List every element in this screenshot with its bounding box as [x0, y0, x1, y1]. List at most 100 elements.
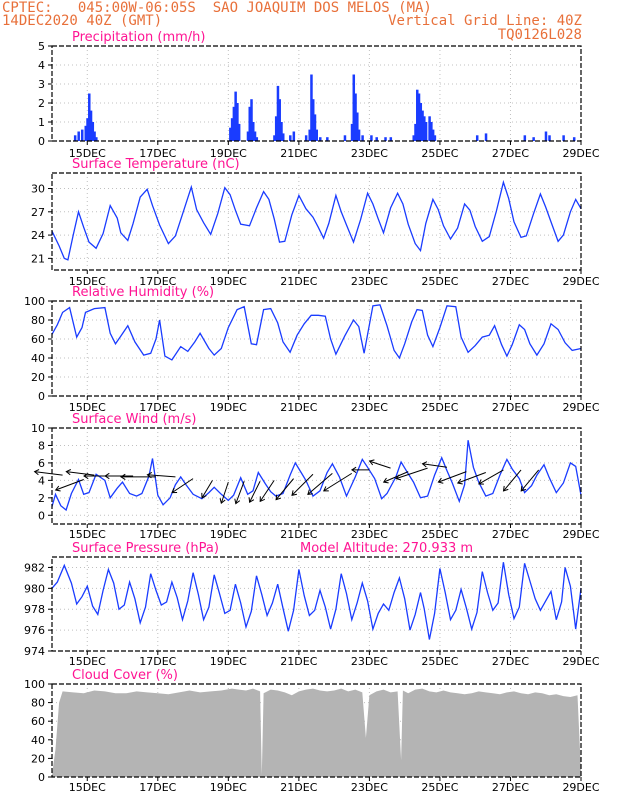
precip-bar — [313, 114, 317, 141]
precip-bar — [232, 106, 236, 141]
y-tick-label: 8 — [38, 439, 45, 452]
wind-vector — [383, 471, 409, 483]
precip-bar — [250, 99, 253, 141]
x-tick-label: 27DEC — [492, 401, 529, 414]
y-tick-label: 6 — [38, 457, 45, 470]
precip-bar — [343, 135, 347, 141]
x-tick-label: 23DEC — [351, 655, 388, 668]
precip-bar — [73, 135, 77, 141]
precip-bar — [252, 122, 255, 141]
panel-frame — [51, 300, 582, 397]
header-datetime: 14DEC2020 40Z (GMT) — [2, 13, 163, 29]
x-tick-label: 25DEC — [421, 528, 458, 541]
x-tick-label: 21DEC — [280, 528, 317, 541]
precip-bar — [350, 123, 354, 141]
x-tick-label: 29DEC — [562, 655, 599, 668]
precip-bar — [80, 129, 84, 141]
y-tick-label: 60 — [31, 333, 45, 346]
wind-vector — [438, 471, 467, 483]
wind-vector-head — [65, 469, 72, 476]
wind-vector-head — [520, 485, 527, 492]
wind-vector-head — [33, 469, 40, 476]
precip-bar — [229, 127, 232, 141]
precip-bar — [532, 137, 535, 141]
precip-bar — [308, 129, 311, 141]
x-tick-label: 23DEC — [351, 275, 388, 288]
x-tick-label: 21DEC — [280, 781, 317, 794]
precip-bar — [484, 133, 488, 141]
y-tick-label: 2 — [38, 97, 45, 110]
y-tick-label: 2 — [38, 492, 45, 505]
y-tick-label: 978 — [24, 603, 45, 616]
wind-vector-head — [437, 477, 444, 484]
wind-vector-head — [350, 466, 357, 474]
precip-bar — [86, 118, 89, 141]
x-tick-label: 25DEC — [421, 655, 458, 668]
x-tick-label: 19DEC — [210, 528, 247, 541]
x-tick-label: 17DEC — [139, 275, 176, 288]
precip-bar — [375, 137, 378, 141]
cloud-cover-area — [52, 688, 581, 777]
wind-vector — [395, 467, 428, 480]
x-tick-label: 15DEC — [69, 655, 106, 668]
panel-title: Precipitation (mm/h) — [72, 30, 205, 45]
precip-bar — [389, 137, 393, 141]
wind-vector-head — [259, 496, 266, 503]
x-tick-label: 17DEC — [139, 655, 176, 668]
x-tick-label: 21DEC — [280, 275, 317, 288]
wind-vector-head — [382, 477, 389, 484]
wind-vector-head — [502, 485, 509, 492]
wind-vector — [235, 481, 245, 504]
wind-vector-head — [83, 472, 89, 480]
wind-vector — [478, 469, 504, 485]
x-tick-label: 17DEC — [139, 528, 176, 541]
wind-vector-head — [171, 487, 178, 494]
x-tick-label: 21DEC — [280, 401, 317, 414]
x-tick-label: 27DEC — [492, 528, 529, 541]
series-line — [51, 304, 582, 361]
precip-bar — [311, 99, 315, 141]
x-tick-label: 23DEC — [351, 528, 388, 541]
x-tick-label: 21DEC — [280, 147, 317, 160]
wind-vector — [220, 481, 229, 504]
precip-bar — [357, 129, 361, 141]
panel-title: Surface Pressure (hPa) — [72, 541, 219, 556]
wind-vector — [291, 473, 314, 496]
wind-vector-head — [307, 489, 313, 496]
x-tick-label: 27DEC — [492, 781, 529, 794]
panel-title: Relative Humidity (%) — [72, 285, 214, 300]
precip-bar — [237, 123, 241, 141]
precip-bar — [93, 131, 96, 141]
x-tick-label: 27DEC — [492, 147, 529, 160]
y-tick-label: 4 — [38, 59, 45, 72]
precip-bar — [423, 116, 426, 141]
x-tick-label: 19DEC — [210, 401, 247, 414]
x-tick-label: 15DEC — [69, 147, 106, 160]
precip-bar — [315, 129, 318, 141]
x-tick-label: 29DEC — [562, 275, 599, 288]
y-tick-label: 27 — [31, 206, 45, 219]
x-tick-label: 17DEC — [139, 401, 176, 414]
y-tick-label: 24 — [31, 229, 45, 242]
wind-vector — [457, 472, 486, 484]
y-tick-label: 20 — [31, 752, 45, 765]
precip-bar — [280, 122, 283, 141]
y-tick-label: 4 — [38, 474, 45, 487]
precip-bar — [276, 85, 280, 141]
precip-bar — [234, 91, 237, 141]
y-tick-label: 21 — [31, 252, 45, 265]
wind-vector — [147, 474, 176, 478]
x-tick-label: 29DEC — [562, 147, 599, 160]
precip-bar — [319, 137, 322, 141]
y-tick-label: 40 — [31, 352, 45, 365]
wind-vector — [520, 469, 540, 492]
model-altitude-label: Model Altitude: 270.933 m — [300, 541, 473, 556]
precip-bar — [414, 123, 417, 141]
x-tick-label: 27DEC — [492, 655, 529, 668]
precip-bar — [424, 122, 428, 141]
precip-bar — [84, 125, 88, 141]
precip-bar — [384, 137, 387, 141]
precip-bar — [352, 74, 356, 141]
y-tick-label: 976 — [24, 624, 45, 637]
